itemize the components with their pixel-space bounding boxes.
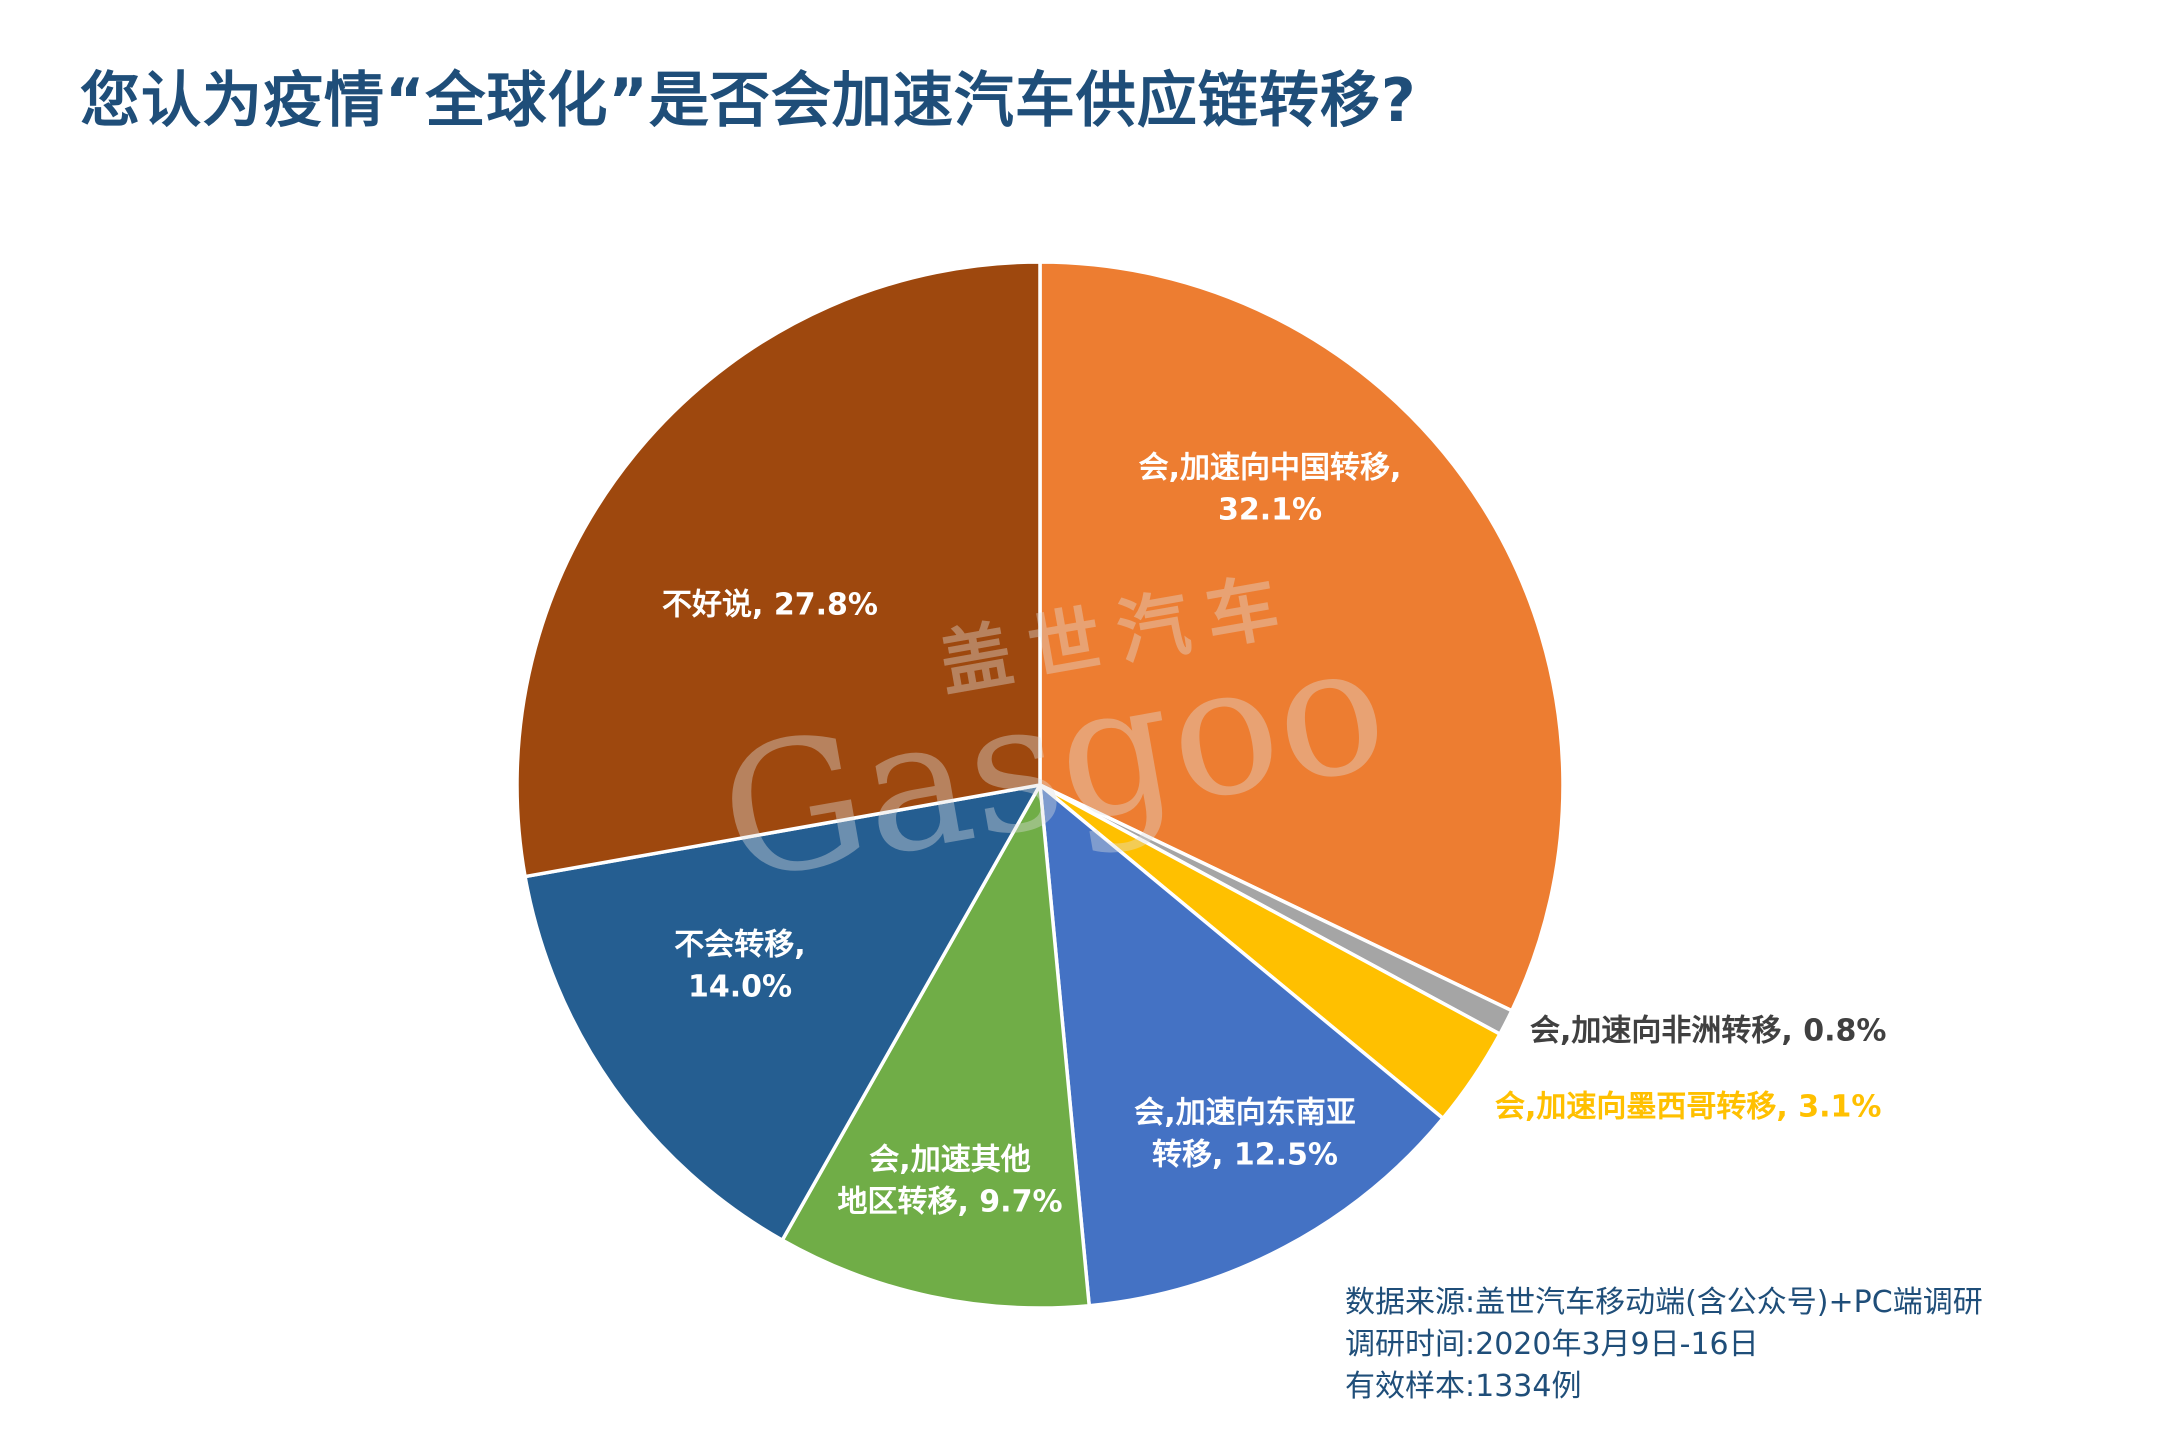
pie-label-1-line-1: 会,加速向中国转移, (1139, 451, 1402, 486)
pie-label-4-line-2: 转移, 12.5% (1152, 1138, 1338, 1173)
pie-slices (515, 260, 1565, 1310)
pie-slice-1 (1038, 260, 1565, 1013)
pie-slice-5 (780, 783, 1091, 1310)
pie-labels: 会,加速向中国转移, 32.1% 会,加速向非洲转移, 0.8% 会,加速向墨西哥转移… (662, 451, 1886, 1220)
pie-slice-7 (515, 260, 1042, 879)
pie-label-4-line-1: 会,加速向东南亚 (1134, 1096, 1355, 1131)
pie-label-2-line-1: 会,加速向非洲转移, 0.8% (1530, 1014, 1886, 1049)
pie-slice-6 (523, 783, 1042, 1242)
pie-label-3-line-1: 会,加速向墨西哥转移, 3.1% (1495, 1090, 1881, 1125)
pie-label-7-line-1: 不好说, 27.8% (662, 588, 878, 623)
source-line-data-source: 数据来源:盖世汽车移动端(含公众号)+PC端调研 (1345, 1285, 1983, 1320)
pie-label-6-line-1: 不会转移, (674, 928, 805, 963)
source-line-survey-time: 调研时间:2020年3月9日-16日 (1345, 1327, 1759, 1362)
pie-label-5-line-1: 会,加速其他 (869, 1143, 1030, 1178)
source-line-sample-size: 有效样本:1334例 (1345, 1369, 1582, 1404)
pie-label-6-line-2: 14.0% (688, 970, 792, 1005)
chart-title: 您认为疫情“全球化”是否会加速汽车供应链转移? (80, 66, 1417, 136)
pie-label-5-line-2: 地区转移, 9.7% (837, 1185, 1062, 1220)
source-note: 数据来源:盖世汽车移动端(含公众号)+PC端调研 调研时间:2020年3月9日-… (1345, 1282, 1983, 1408)
pie-slice-4 (1038, 783, 1445, 1308)
pie-label-1-line-2: 32.1% (1218, 493, 1322, 528)
